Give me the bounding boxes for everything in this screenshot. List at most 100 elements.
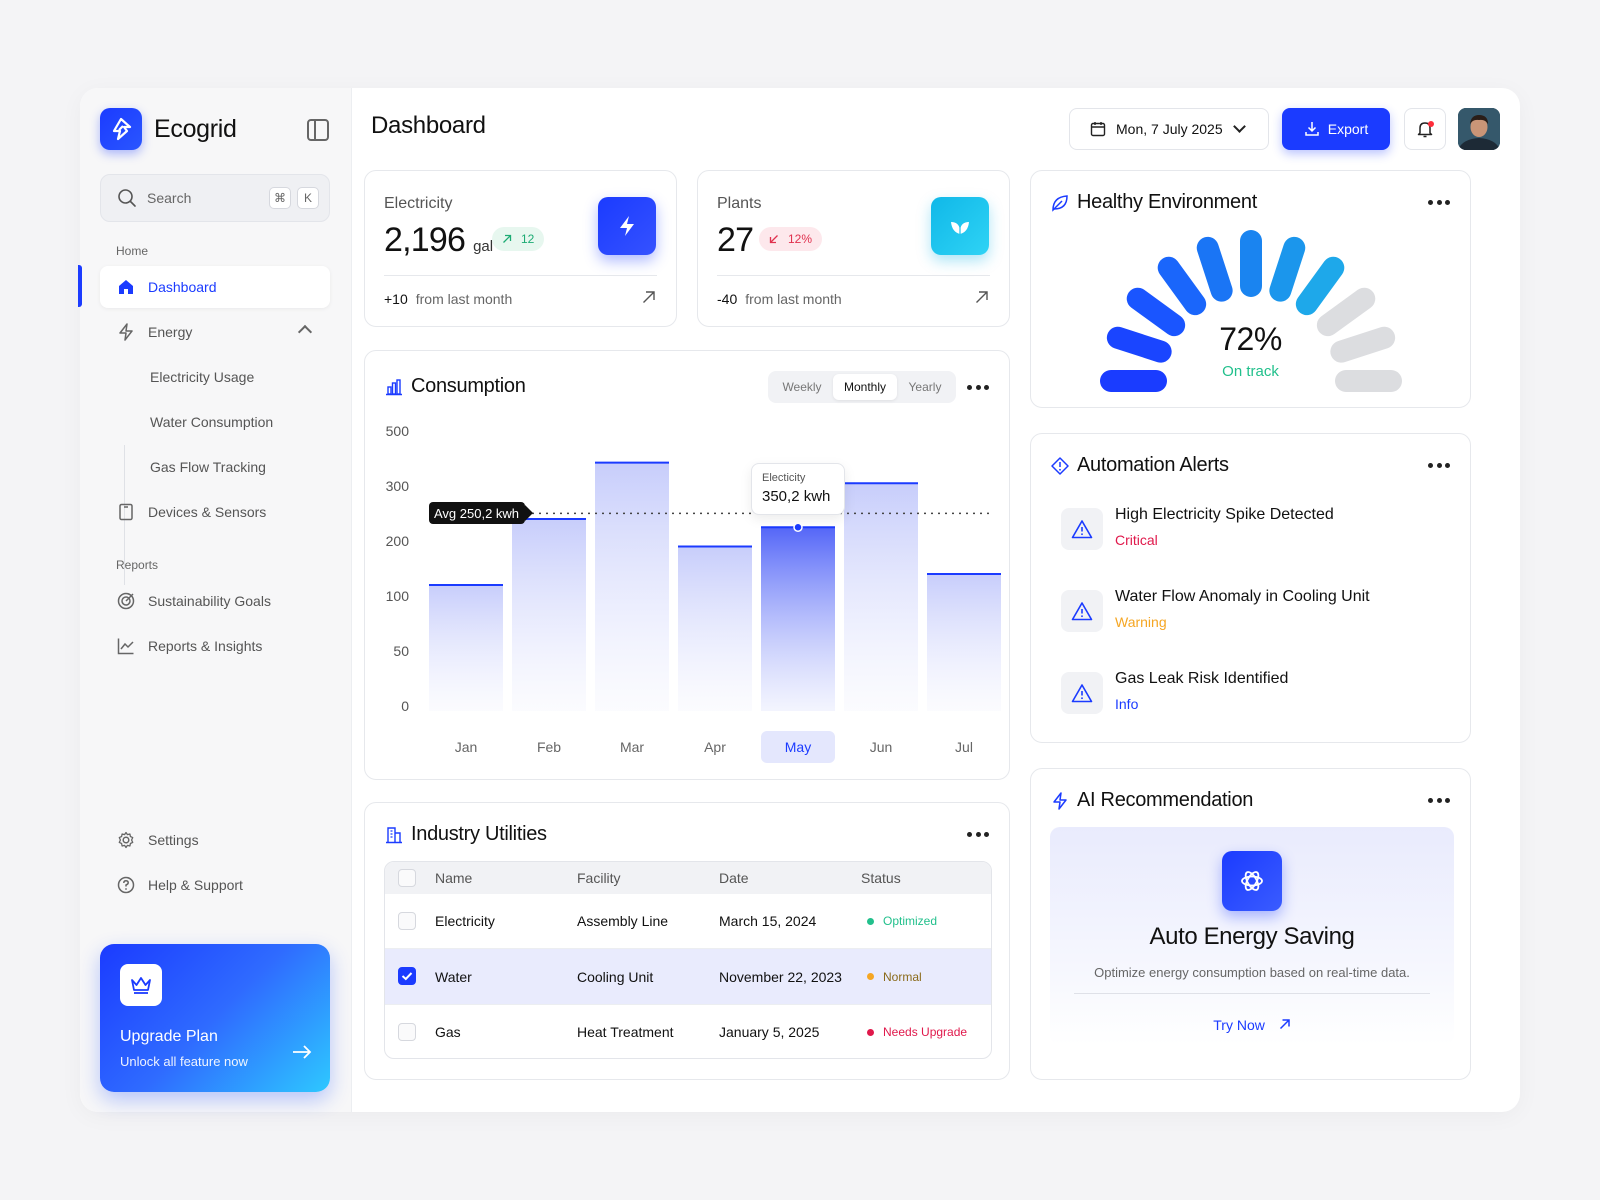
arrow-up-right-icon[interactable]: [642, 290, 656, 309]
row-checkbox[interactable]: [398, 1023, 416, 1041]
gauge-segment: [1316, 287, 1376, 337]
table-row[interactable]: Water Cooling Unit November 22, 2023 Nor…: [385, 949, 991, 1004]
sidebar-item-energy[interactable]: Energy: [100, 311, 330, 353]
sidebar-item-label: Reports & Insights: [148, 638, 263, 654]
alert-item[interactable]: Water Flow Anomaly in Cooling Unit Warni…: [1061, 586, 1441, 646]
gauge-segment: [1269, 236, 1306, 302]
x-tick-label: May: [785, 739, 811, 755]
gauge-segment: [1196, 236, 1233, 302]
tab-yearly[interactable]: Yearly: [908, 380, 942, 394]
sidebar-item-devices[interactable]: Devices & Sensors: [100, 491, 330, 533]
bar-feb[interactable]: [512, 519, 586, 711]
utilities-title: Industry Utilities: [411, 823, 547, 845]
gauge-segment: [1157, 256, 1207, 316]
card-title: Industry Utilities: [385, 823, 547, 846]
stat-value: 2,196 gal: [384, 221, 493, 260]
sidebar-item-dashboard[interactable]: Dashboard: [100, 266, 330, 308]
download-icon: [1305, 122, 1319, 136]
healthy-environment-card: Healthy Environment 72% On track: [1030, 170, 1471, 408]
warning-triangle-icon: [1061, 672, 1103, 714]
sidebar-item-label: Devices & Sensors: [148, 504, 267, 520]
nav-section-reports: Reports: [116, 558, 159, 572]
ai-card-subtitle: Optimize energy consumption based on rea…: [1094, 965, 1410, 980]
stat-label: Electricity: [384, 195, 453, 212]
highlight-point: [793, 522, 803, 532]
divider: [1074, 993, 1430, 994]
arrow-right-icon[interactable]: [292, 1040, 312, 1066]
notifications-button[interactable]: [1404, 108, 1446, 150]
stat-label: Plants: [717, 195, 762, 212]
diamond-alert-icon: [1051, 456, 1069, 475]
table-row[interactable]: Electricity Assembly Line March 15, 2024…: [385, 894, 991, 949]
bar-jun[interactable]: [844, 483, 918, 711]
sidebar-subitem-gas-flow-tracking[interactable]: Gas Flow Tracking: [150, 459, 266, 475]
upgrade-plan-card[interactable]: Upgrade Plan Unlock all feature now: [100, 944, 330, 1092]
ai-suggestion-panel: Auto Energy Saving Optimize energy consu…: [1050, 827, 1454, 1045]
y-tick-label: 0: [401, 698, 409, 714]
more-options-icon[interactable]: [967, 831, 989, 837]
alert-item[interactable]: Gas Leak Risk Identified Info: [1061, 668, 1441, 728]
card-title: Automation Alerts: [1051, 454, 1229, 477]
bar-jul[interactable]: [927, 574, 1001, 711]
row-checkbox[interactable]: [398, 912, 416, 930]
bolt-icon: [116, 322, 136, 342]
card-title: AI Recommendation: [1051, 789, 1253, 812]
stat-unit: gal: [473, 238, 494, 255]
alert-title: High Electricity Spike Detected: [1115, 506, 1334, 523]
bar-apr[interactable]: [678, 546, 752, 712]
sidebar-item-reports-insights[interactable]: Reports & Insights: [100, 625, 330, 667]
home-icon: [116, 277, 136, 297]
stat-card-plants: Plants 27 12% -40 from last month: [697, 170, 1010, 327]
tab-monthly[interactable]: Monthly: [833, 374, 897, 400]
stat-value: 27: [717, 221, 754, 260]
arrow-up-right-icon[interactable]: [975, 290, 989, 309]
notification-dot: [1428, 121, 1434, 127]
cell-name: Water: [435, 968, 472, 985]
bar-may[interactable]: [761, 527, 835, 711]
delta-text: from last month: [745, 291, 842, 307]
column-header-date: Date: [719, 870, 749, 886]
x-tick-label: Jul: [955, 739, 973, 755]
bar-mar[interactable]: [595, 462, 669, 711]
brand[interactable]: Ecogrid: [100, 108, 237, 150]
sidebar-item-sustainability[interactable]: Sustainability Goals: [100, 580, 330, 622]
y-tick-label: 500: [386, 423, 410, 439]
status-badge: Needs Upgrade: [867, 1025, 967, 1039]
tab-weekly[interactable]: Weekly: [782, 380, 822, 394]
submenu-line: [124, 445, 125, 585]
export-button[interactable]: Export: [1282, 108, 1390, 150]
table-row[interactable]: Gas Heat Treatment January 5, 2025 Needs…: [385, 1004, 991, 1058]
avatar[interactable]: [1458, 108, 1500, 150]
date-picker-button[interactable]: Mon, 7 July 2025: [1069, 108, 1269, 150]
sidebar-item-help[interactable]: Help & Support: [100, 864, 330, 906]
row-checkbox[interactable]: [398, 967, 416, 985]
more-options-icon[interactable]: [1428, 462, 1450, 468]
sidebar: Ecogrid Search ⌘ K Home Dashboard Energy…: [78, 88, 352, 1112]
more-options-icon[interactable]: [1428, 797, 1450, 803]
app-window: Ecogrid Search ⌘ K Home Dashboard Energy…: [78, 88, 1520, 1112]
bar-jan[interactable]: [429, 585, 503, 711]
more-options-icon[interactable]: [1428, 199, 1450, 205]
x-tick-highlight: [761, 731, 835, 763]
arrow-down-left-icon: [769, 235, 778, 244]
x-tick-label: Feb: [537, 739, 561, 755]
card-title: Healthy Environment: [1051, 191, 1257, 214]
try-now-link[interactable]: Try Now: [1050, 1017, 1454, 1033]
sidebar-item-settings[interactable]: Settings: [100, 819, 330, 861]
crown-icon: [120, 964, 162, 1006]
upgrade-title: Upgrade Plan: [120, 1028, 218, 1045]
sidebar-subitem-water-consumption[interactable]: Water Consumption: [150, 414, 274, 430]
alert-item[interactable]: High Electricity Spike Detected Critical: [1061, 504, 1441, 564]
bell-icon: [1417, 122, 1433, 138]
ai-recommendation-card: AI Recommendation Auto Energy Saving Opt…: [1030, 768, 1471, 1080]
x-tick-label: Apr: [704, 739, 726, 755]
sidebar-item-label: Help & Support: [148, 877, 243, 893]
page-title: Dashboard: [371, 112, 486, 139]
more-options-icon[interactable]: [967, 384, 989, 390]
column-header-name: Name: [435, 870, 473, 886]
search-input[interactable]: Search ⌘ K: [100, 174, 330, 222]
sidebar-toggle-icon[interactable]: [307, 119, 329, 141]
chevron-up-icon[interactable]: [297, 324, 313, 340]
sidebar-subitem-electricity-usage[interactable]: Electricity Usage: [150, 369, 255, 385]
select-all-checkbox[interactable]: [398, 869, 416, 887]
